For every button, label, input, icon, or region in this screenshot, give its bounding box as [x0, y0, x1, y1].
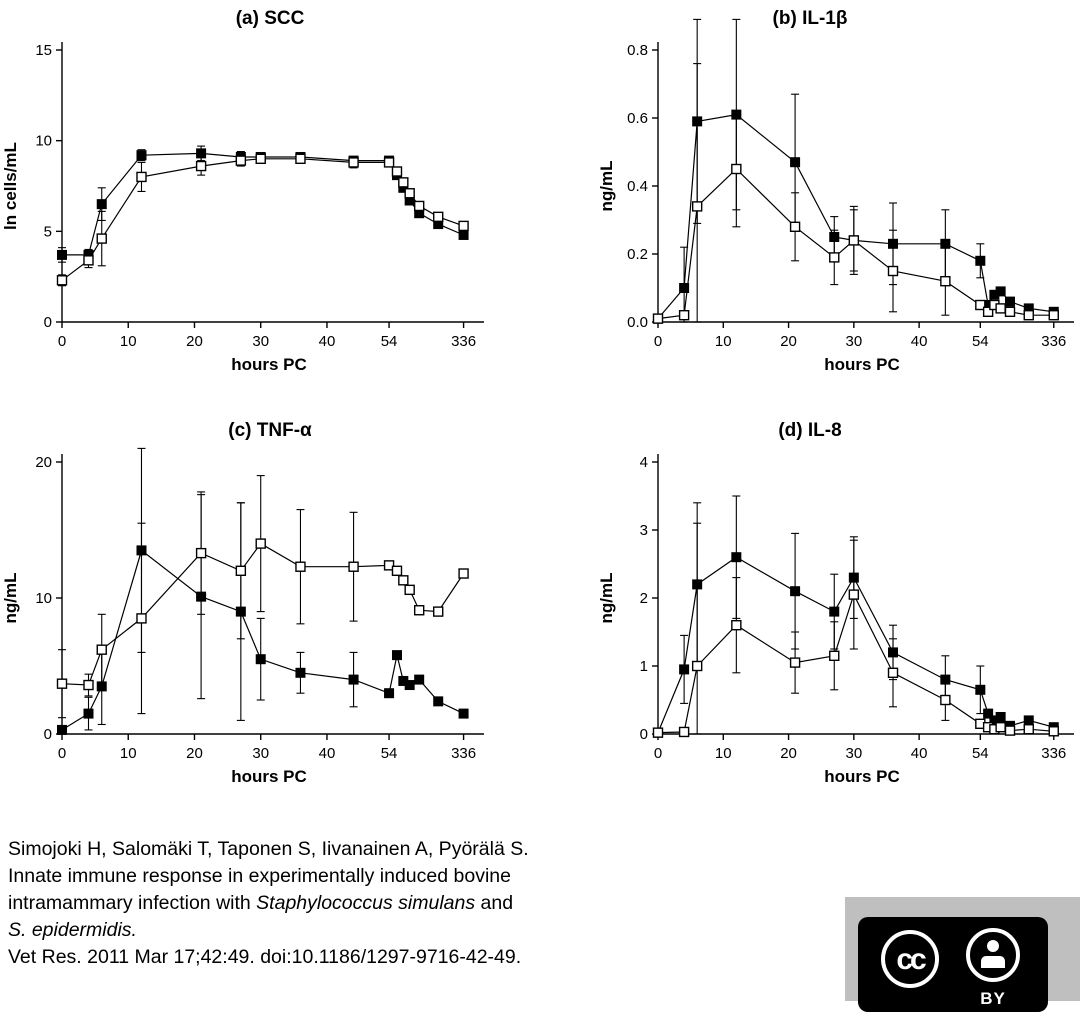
citation-title-line2: intramammary infection with Staphylococc… [8, 890, 529, 917]
svg-text:20: 20 [186, 333, 203, 350]
svg-text:20: 20 [780, 745, 797, 762]
svg-text:hours PC: hours PC [824, 355, 900, 374]
tnfa-chart: 0 10 20 0 10 20 30 40 54 336 hours PC ng/mL [1, 447, 484, 786]
svg-text:0: 0 [640, 726, 648, 743]
svg-text:40: 40 [911, 333, 928, 350]
svg-text:0.2: 0.2 [627, 246, 648, 263]
by-label: BY [980, 989, 1006, 1008]
svg-text:336: 336 [1041, 333, 1066, 350]
svg-text:3: 3 [640, 522, 648, 539]
svg-text:10: 10 [120, 745, 137, 762]
citation: Simojoki H, Salomäki T, Taponen S, Iivan… [8, 836, 529, 971]
svg-text:10: 10 [715, 745, 732, 762]
svg-text:20: 20 [186, 745, 203, 762]
license-strip: cc BY [845, 897, 1080, 1012]
person-head-icon [987, 940, 999, 952]
svg-text:336: 336 [451, 333, 476, 350]
cc-by-badge: cc BY [858, 917, 1048, 1012]
svg-text:336: 336 [451, 745, 476, 762]
svg-text:54: 54 [972, 745, 989, 762]
panel-scc: (a) SCC 0 5 10 15 0 10 20 30 40 54 336 hours PC ln c… [0, 0, 540, 400]
svg-text:1: 1 [640, 658, 648, 675]
panel-il1b: (b) IL-1β 0.0 0.2 0.4 0.6 0.8 0 10 20 30 40 54 336 h… [540, 0, 1080, 400]
il1b-chart: 0.0 0.2 0.4 0.6 0.8 0 10 20 30 40 54 336 hours PC ng/… [597, 18, 1074, 374]
svg-text:40: 40 [911, 745, 928, 762]
svg-text:hours PC: hours PC [231, 767, 307, 786]
svg-text:0: 0 [58, 745, 66, 762]
citation-text: and [475, 892, 514, 914]
panel-il1b-title: (b) IL-1β [772, 8, 848, 29]
svg-text:0.8: 0.8 [627, 42, 648, 59]
panel-il8-title: (d) IL-8 [778, 420, 842, 441]
citation-authors: Simojoki H, Salomäki T, Taponen S, Iivan… [8, 838, 529, 860]
svg-text:ng/mL: ng/mL [1, 573, 20, 624]
svg-text:30: 30 [845, 745, 862, 762]
svg-text:10: 10 [120, 333, 137, 350]
panel-tnfa: (c) TNF-α 0 10 20 0 10 20 30 40 54 336 hours PC ng/… [0, 402, 540, 802]
citation-journal: Vet Res. 2011 Mar 17;42:49. doi:10.1186/… [8, 946, 522, 968]
scc-chart: 0 5 10 15 0 10 20 30 40 54 336 hours PC ln cells/mL [1, 42, 484, 374]
cc-by-badge-graphic: cc BY [881, 928, 1020, 1008]
svg-text:15: 15 [35, 42, 52, 59]
svg-text:ng/mL: ng/mL [597, 573, 616, 624]
svg-text:40: 40 [319, 745, 336, 762]
svg-text:336: 336 [1041, 745, 1066, 762]
svg-text:20: 20 [35, 454, 52, 471]
svg-text:0: 0 [44, 726, 52, 743]
svg-text:30: 30 [252, 745, 269, 762]
svg-text:0: 0 [654, 745, 662, 762]
panel-scc-title: (a) SCC [235, 8, 305, 29]
svg-text:20: 20 [780, 333, 797, 350]
person-body-icon [981, 956, 1005, 968]
svg-text:40: 40 [319, 333, 336, 350]
cc-logo-label: cc [896, 943, 926, 976]
svg-text:5: 5 [44, 223, 52, 240]
svg-text:10: 10 [35, 590, 52, 607]
svg-text:ln cells/mL: ln cells/mL [1, 142, 20, 230]
svg-text:0.6: 0.6 [627, 110, 648, 127]
svg-text:0: 0 [44, 314, 52, 331]
species-name-epidermidis: S. epidermidis. [8, 919, 137, 941]
svg-text:0.0: 0.0 [627, 314, 648, 331]
svg-text:30: 30 [252, 333, 269, 350]
svg-text:54: 54 [972, 333, 989, 350]
svg-text:0.4: 0.4 [627, 178, 648, 195]
svg-text:ng/mL: ng/mL [597, 161, 616, 212]
person-icon [966, 928, 1020, 982]
panel-il8: (d) IL-8 0 1 2 3 4 0 10 20 30 40 54 336 hours PC ng/m… [540, 402, 1080, 802]
svg-text:54: 54 [381, 333, 398, 350]
svg-text:hours PC: hours PC [824, 767, 900, 786]
svg-text:30: 30 [845, 333, 862, 350]
svg-text:hours PC: hours PC [231, 355, 307, 374]
svg-text:4: 4 [640, 454, 648, 471]
species-name-simulans: Staphylococcus simulans [256, 892, 476, 914]
svg-text:0: 0 [654, 333, 662, 350]
cc-logo-icon [881, 930, 939, 988]
citation-text: intramammary infection with [8, 892, 257, 914]
svg-text:54: 54 [381, 745, 398, 762]
svg-text:2: 2 [640, 590, 648, 607]
svg-text:10: 10 [715, 333, 732, 350]
svg-text:0: 0 [58, 333, 66, 350]
citation-title-line1: Innate immune response in experimentally… [8, 865, 511, 887]
svg-text:10: 10 [35, 133, 52, 150]
panel-tnfa-title: (c) TNF-α [228, 420, 312, 441]
